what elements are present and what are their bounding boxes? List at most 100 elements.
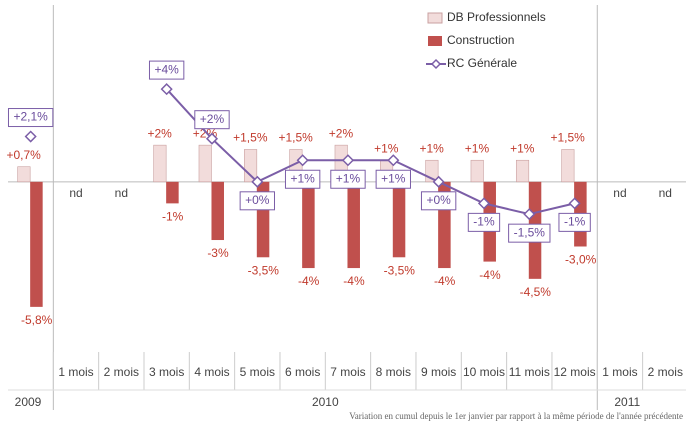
marker <box>205 132 219 145</box>
missing-label: nd <box>115 186 128 200</box>
data-label: +1% <box>381 171 406 185</box>
label-box <box>284 169 321 189</box>
data-label: +2% <box>329 126 354 140</box>
data-label: -3% <box>207 246 229 260</box>
data-label: +1% <box>336 171 361 185</box>
label-box <box>330 169 366 189</box>
x-tick-label: 2 mois <box>104 365 139 379</box>
data-label: -4% <box>298 274 320 288</box>
data-label: +1,5% <box>233 131 268 145</box>
data-label: +4% <box>154 62 179 76</box>
data-label: +1% <box>374 141 399 155</box>
data-label: -4% <box>343 274 365 288</box>
year-label: 2011 <box>614 395 640 409</box>
label-box <box>239 191 275 211</box>
data-label: -4% <box>434 274 456 288</box>
bar <box>470 159 484 183</box>
label-box <box>7 108 54 128</box>
bar <box>302 181 315 269</box>
data-label: -1% <box>473 215 495 229</box>
label-box <box>148 60 185 80</box>
data-label: +1% <box>419 141 444 155</box>
data-label: -1,5% <box>514 225 546 239</box>
legend-swatch <box>427 12 443 24</box>
label-box <box>194 110 230 130</box>
missing-label: nd <box>659 186 672 200</box>
data-label-box: +2,1% <box>7 108 54 128</box>
marker <box>160 83 173 96</box>
label-box <box>375 169 411 189</box>
x-tick-label: 1 mois <box>602 365 637 379</box>
bar <box>17 166 31 183</box>
data-label: -1% <box>162 210 184 224</box>
legend-label: Construction <box>447 33 514 47</box>
x-tick-label: 9 mois <box>421 365 456 379</box>
bar <box>198 144 212 183</box>
data-label-box: +2% <box>194 110 230 130</box>
data-label: -3,5% <box>384 263 416 277</box>
data-label: -4,5% <box>520 285 552 299</box>
data-label: +1% <box>290 171 315 185</box>
data-label: +1% <box>465 141 490 155</box>
year-label: 2010 <box>312 395 339 409</box>
marker <box>251 175 264 188</box>
data-label-box: -1% <box>558 212 591 232</box>
label-box <box>420 191 457 211</box>
data-label: +0% <box>245 193 270 207</box>
x-tick-label: 3 mois <box>149 365 184 379</box>
bar <box>561 149 575 183</box>
data-label: -3,5% <box>248 263 280 277</box>
x-tick-label: 11 mois <box>509 365 550 379</box>
data-label: -5,8% <box>21 313 53 327</box>
x-tick-label: 1 mois <box>58 365 93 379</box>
data-label: +0,7% <box>6 148 41 162</box>
bar <box>166 181 179 204</box>
data-label-box: +4% <box>148 60 185 80</box>
data-label-box: +1% <box>330 169 366 189</box>
x-tick-label: 5 mois <box>240 365 275 379</box>
missing-label: nd <box>69 186 82 200</box>
data-label: -4% <box>479 268 501 282</box>
marker <box>296 154 309 167</box>
x-tick-label: 6 mois <box>285 365 320 379</box>
marker <box>387 154 400 167</box>
legend-swatch <box>428 36 442 46</box>
legend-label: RC Générale <box>447 56 517 70</box>
data-label-box: +1% <box>284 169 321 189</box>
data-label: +1,5% <box>550 131 585 145</box>
x-tick-label: 10 mois <box>463 365 505 379</box>
bar <box>244 149 258 183</box>
data-label-box: +1% <box>375 169 411 189</box>
data-label: +1,5% <box>278 131 313 145</box>
data-label: +1% <box>510 141 535 155</box>
label-box <box>508 223 551 243</box>
data-label: +2% <box>147 126 172 140</box>
bar <box>392 181 406 258</box>
x-tick-label: 7 mois <box>330 365 365 379</box>
legend-label: DB Professionnels <box>447 10 546 24</box>
bar <box>30 181 43 307</box>
marker <box>568 197 581 210</box>
data-label: +0% <box>426 193 451 207</box>
x-tick-label: 12 mois <box>554 365 596 379</box>
legend-marker <box>430 58 442 70</box>
bar <box>515 159 530 183</box>
label-box <box>467 212 501 232</box>
marker <box>477 197 491 210</box>
marker <box>432 175 445 188</box>
year-label: 2009 <box>15 395 42 409</box>
data-label: +2% <box>200 112 225 126</box>
marker <box>523 208 536 221</box>
missing-label: nd <box>613 186 626 200</box>
data-label: -3,0% <box>565 253 597 267</box>
x-tick-label: 8 mois <box>376 365 411 379</box>
label-box <box>558 212 591 232</box>
bar <box>347 181 360 269</box>
data-label: -1% <box>564 215 586 229</box>
line <box>165 88 575 216</box>
data-label-box: +0% <box>239 191 275 211</box>
footnote: Variation en cumul depuis le 1er janvier… <box>349 411 683 421</box>
x-tick-label: 2 mois <box>648 365 683 379</box>
data-label: +2,1% <box>13 110 48 124</box>
